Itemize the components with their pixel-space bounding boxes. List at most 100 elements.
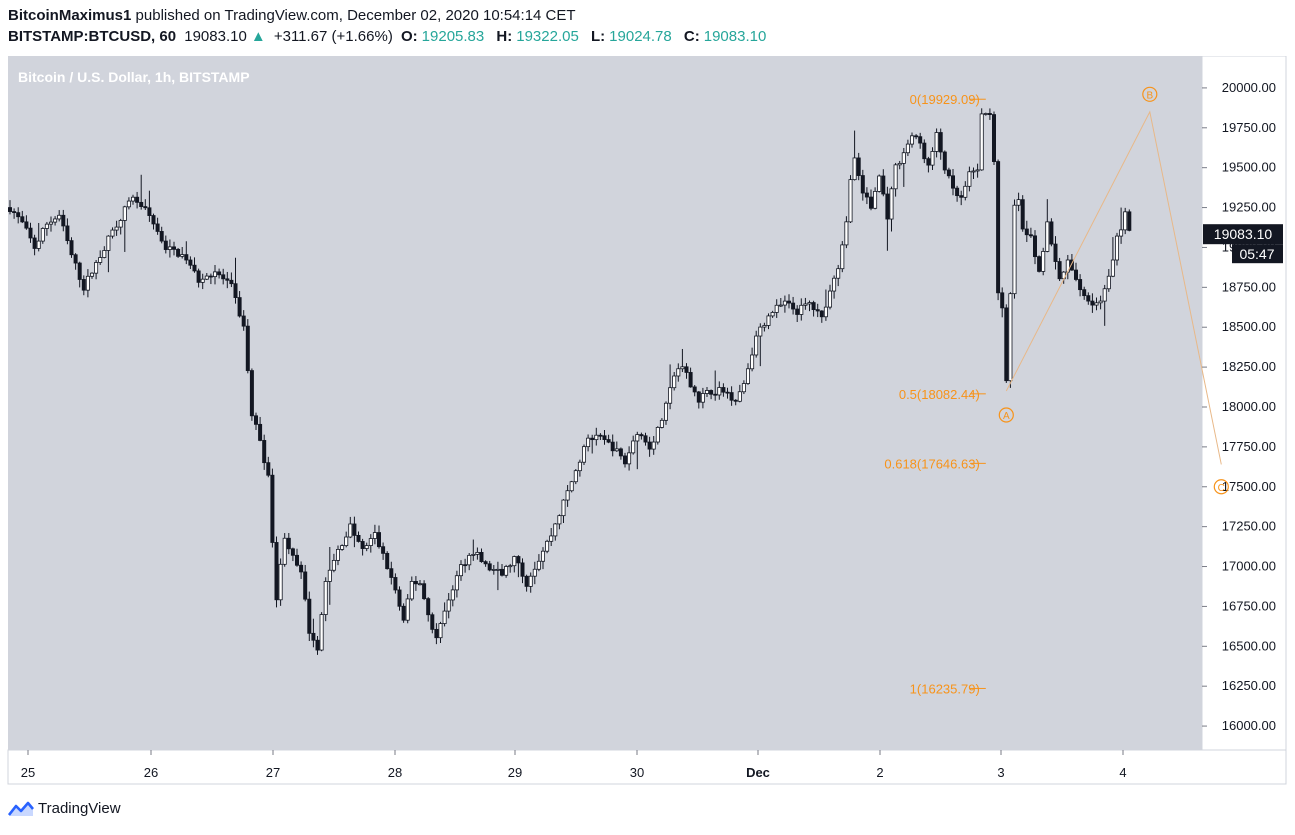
candle bbox=[963, 181, 968, 201]
candle bbox=[90, 272, 95, 279]
candle bbox=[791, 296, 796, 315]
candle bbox=[397, 586, 402, 611]
candle bbox=[262, 434, 267, 470]
candle bbox=[700, 387, 705, 409]
candle bbox=[885, 186, 890, 251]
x-tick-label: 25 bbox=[21, 765, 35, 780]
author-name[interactable]: BitcoinMaximus1 bbox=[8, 7, 132, 24]
candle bbox=[106, 235, 111, 273]
candle bbox=[118, 218, 123, 235]
candle bbox=[454, 570, 459, 598]
candle bbox=[975, 163, 980, 178]
candle bbox=[94, 260, 99, 280]
candle bbox=[167, 239, 172, 258]
candle bbox=[36, 222, 41, 252]
candle bbox=[241, 310, 246, 331]
candle bbox=[303, 564, 308, 602]
candle bbox=[409, 576, 414, 601]
candle bbox=[73, 253, 78, 270]
brand-name[interactable]: TradingView bbox=[38, 800, 121, 817]
candle bbox=[344, 531, 349, 548]
elliott-wave[interactable]: A B C bbox=[998, 86, 1229, 495]
candle bbox=[389, 561, 394, 585]
candle bbox=[1102, 284, 1107, 326]
countdown-box bbox=[1232, 244, 1283, 264]
candle bbox=[692, 385, 697, 397]
candle bbox=[897, 160, 902, 170]
candle bbox=[385, 551, 390, 570]
candle bbox=[372, 524, 377, 545]
candle bbox=[992, 111, 997, 166]
symbol-info: BITSTAMP:BTCUSD, 60 19083.10 ▲ +311.67 (+… bbox=[8, 26, 1288, 48]
fib-retracement[interactable]: 0(19929.09) 0.5(18082.44) 0.618(17646.63) 1… bbox=[884, 92, 986, 696]
candle bbox=[893, 162, 898, 197]
candle bbox=[504, 564, 509, 578]
candle bbox=[1028, 227, 1033, 238]
x-tick-label: 28 bbox=[388, 765, 402, 780]
candle bbox=[229, 272, 234, 288]
candle bbox=[463, 558, 468, 573]
y-tick-label: 17750.00 bbox=[1222, 439, 1276, 454]
candle bbox=[676, 363, 681, 382]
candle bbox=[1074, 262, 1079, 282]
candle bbox=[61, 209, 66, 232]
candle bbox=[438, 621, 443, 643]
x-tick-label: 3 bbox=[997, 765, 1004, 780]
y-tick-label: 18000.00 bbox=[1222, 399, 1276, 414]
candle bbox=[1000, 287, 1005, 318]
time-axis[interactable] bbox=[7, 749, 1287, 785]
candle bbox=[782, 295, 787, 313]
price-chart[interactable]: Bitcoin / U.S. Dollar, 1h, BITSTAMP USD … bbox=[0, 56, 1295, 790]
candle bbox=[803, 297, 808, 310]
candle bbox=[844, 216, 849, 249]
candle bbox=[315, 636, 320, 655]
candle bbox=[422, 580, 427, 601]
footer: TradingView bbox=[8, 800, 121, 817]
candle bbox=[376, 525, 381, 549]
candle bbox=[1078, 274, 1083, 297]
tradingview-logo-icon bbox=[8, 801, 34, 816]
candle bbox=[204, 273, 209, 281]
candle bbox=[417, 580, 422, 586]
candle bbox=[40, 227, 45, 244]
candle bbox=[610, 434, 615, 457]
y-tick-label: 17000.00 bbox=[1222, 559, 1276, 574]
candle bbox=[520, 558, 525, 584]
candle bbox=[487, 560, 492, 572]
y-tick-label: 16000.00 bbox=[1222, 718, 1276, 733]
candle bbox=[840, 241, 845, 273]
candle bbox=[934, 128, 939, 158]
candle bbox=[651, 436, 656, 455]
candle bbox=[569, 480, 574, 493]
candle bbox=[381, 542, 386, 560]
candle bbox=[225, 271, 230, 289]
candle bbox=[286, 532, 291, 555]
candle bbox=[926, 156, 931, 173]
candle bbox=[16, 207, 21, 224]
candle bbox=[778, 297, 783, 308]
candle bbox=[130, 194, 135, 205]
x-tick-label: 29 bbox=[508, 765, 522, 780]
candle bbox=[516, 555, 521, 578]
candle bbox=[971, 167, 976, 180]
symbol: BITSTAMP:BTCUSD, 60 bbox=[8, 28, 177, 45]
candle bbox=[996, 159, 1001, 301]
candle bbox=[918, 132, 923, 149]
plot-area[interactable] bbox=[8, 56, 1202, 750]
candle bbox=[668, 364, 673, 410]
candle bbox=[163, 235, 168, 254]
candle bbox=[852, 130, 857, 181]
candle bbox=[266, 456, 271, 478]
y-tick-label: 20000.00 bbox=[1222, 80, 1276, 95]
price-axis[interactable] bbox=[1201, 56, 1287, 751]
candle bbox=[360, 538, 365, 556]
candle bbox=[901, 147, 906, 187]
candle bbox=[364, 542, 369, 552]
candle bbox=[1008, 292, 1013, 388]
fib-level-label: 1(16235.79) bbox=[910, 681, 980, 696]
candle bbox=[434, 623, 439, 645]
candle bbox=[680, 348, 685, 373]
candle bbox=[549, 527, 554, 546]
y-tick-label: 18750.00 bbox=[1222, 279, 1276, 294]
candle bbox=[1057, 257, 1062, 282]
